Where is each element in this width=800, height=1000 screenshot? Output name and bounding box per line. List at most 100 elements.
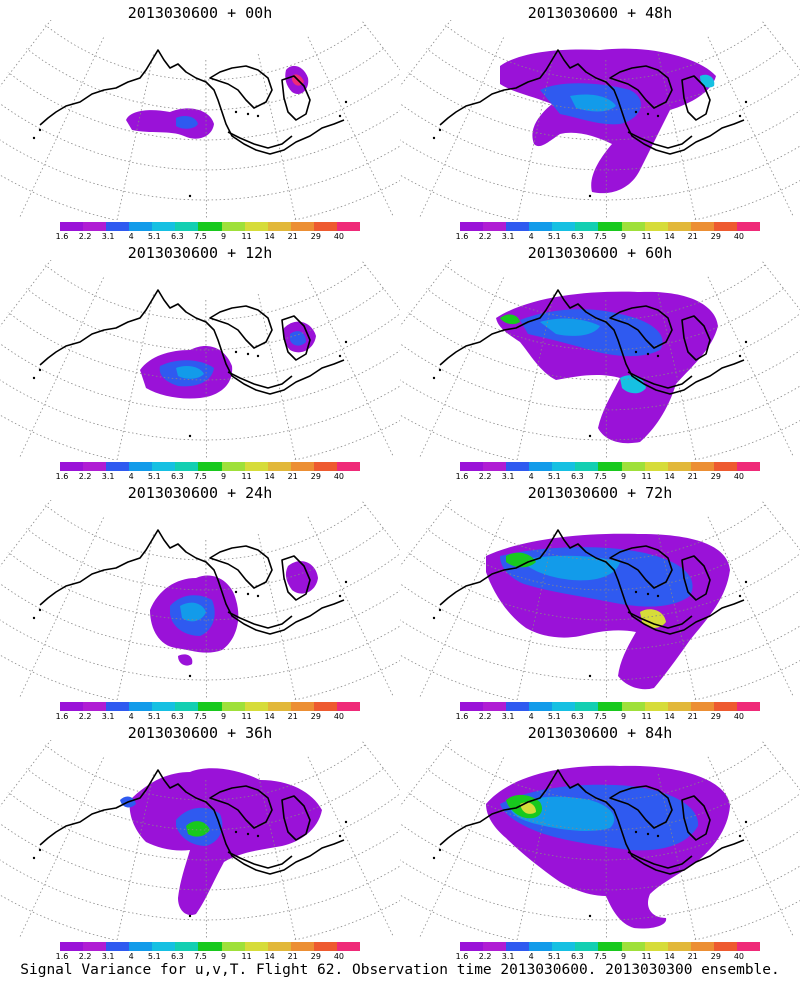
variance-contour bbox=[640, 609, 666, 628]
colorbar-label: 6.3 bbox=[571, 712, 584, 721]
colorbar-label: 3.1 bbox=[501, 232, 515, 241]
colorbar-label: 7.5 bbox=[594, 952, 607, 961]
colorbar-label: 1.6 bbox=[455, 952, 469, 961]
colorbar-label: 2.2 bbox=[478, 472, 492, 481]
colorbar-swatch bbox=[129, 222, 153, 231]
colorbar-swatch bbox=[483, 702, 507, 711]
variance-contour bbox=[506, 552, 536, 568]
colorbar-swatch bbox=[713, 222, 737, 231]
panel-title: 2013030600 + 12h bbox=[127, 244, 273, 262]
colorbar-swatch bbox=[529, 942, 553, 951]
colorbar-label: 21 bbox=[287, 232, 298, 241]
colorbar-label: 11 bbox=[641, 472, 652, 481]
colorbar-label: 9 bbox=[220, 472, 227, 481]
colorbar-label: 21 bbox=[287, 712, 298, 721]
variance-field bbox=[486, 765, 730, 929]
colorbar-swatch bbox=[129, 462, 153, 471]
colorbar-label: 14 bbox=[264, 232, 275, 241]
colorbar-swatch bbox=[690, 942, 714, 951]
colorbar-label: 14 bbox=[264, 712, 275, 721]
colorbar-swatch bbox=[83, 462, 107, 471]
colorbar-swatch bbox=[313, 222, 337, 231]
colorbar-label: 14 bbox=[264, 472, 275, 481]
colorbar-label: 14 bbox=[664, 712, 675, 721]
colorbar-swatch bbox=[644, 942, 668, 951]
colorbar-label: 14 bbox=[664, 952, 675, 961]
colorbar-label: 6.3 bbox=[171, 952, 184, 961]
colorbar-label: 9 bbox=[220, 952, 227, 961]
colorbar-label: 7.5 bbox=[594, 232, 607, 241]
coastline bbox=[32, 49, 348, 198]
colorbar-swatch bbox=[244, 462, 268, 471]
panel-title: 2013030600 + 36h bbox=[127, 724, 273, 742]
colorbar-swatch bbox=[506, 462, 530, 471]
colorbar-label: 6.3 bbox=[571, 472, 584, 481]
colorbar-swatch bbox=[621, 942, 645, 951]
colorbar-label: 21 bbox=[287, 472, 298, 481]
colorbar-swatch bbox=[713, 942, 737, 951]
colorbar-swatch bbox=[644, 222, 668, 231]
colorbar-label: 9 bbox=[620, 232, 627, 241]
colorbar-swatch bbox=[336, 462, 361, 471]
colorbar-label: 5.1 bbox=[547, 952, 561, 961]
colorbar-swatch bbox=[460, 222, 484, 231]
colorbar-label: 9 bbox=[620, 712, 627, 721]
colorbar-swatch bbox=[529, 702, 553, 711]
colorbar-swatch bbox=[336, 222, 361, 231]
colorbar: 1.6 2.2 3.1 4 5.1 6.3 7.5 9 11 14 21 29 40 bbox=[56, 942, 362, 966]
colorbar-swatch bbox=[313, 942, 337, 951]
colorbar-label: 1.6 bbox=[55, 712, 69, 721]
colorbar-label: 1.6 bbox=[455, 472, 469, 481]
variance-contour bbox=[620, 375, 646, 394]
variance-contour bbox=[500, 314, 520, 325]
colorbar-label: 5.1 bbox=[147, 472, 161, 481]
colorbar-swatch bbox=[483, 462, 507, 471]
colorbar-label: 7.5 bbox=[594, 712, 607, 721]
variance-contour bbox=[186, 821, 210, 837]
colorbar-swatch bbox=[336, 942, 361, 951]
colorbar-swatch bbox=[221, 702, 245, 711]
colorbar-swatch bbox=[483, 222, 507, 231]
colorbar-label: 1.6 bbox=[455, 232, 469, 241]
colorbar-label: 5.1 bbox=[547, 232, 561, 241]
forecast-panel: 2013030600 + 48h 1.6 2.2 3.1 4 5.1 6.3 7.5 9 11 14… bbox=[400, 0, 800, 241]
colorbar-label: 6.3 bbox=[171, 712, 184, 721]
colorbar-swatch bbox=[690, 222, 714, 231]
colorbar-swatch bbox=[290, 462, 314, 471]
colorbar-label: 9 bbox=[620, 952, 627, 961]
colorbar-label: 9 bbox=[220, 712, 227, 721]
colorbar-swatch bbox=[667, 462, 691, 471]
colorbar-swatch bbox=[244, 942, 268, 951]
polar-map bbox=[0, 740, 400, 940]
colorbar-swatch bbox=[621, 222, 645, 231]
colorbar-swatch bbox=[336, 702, 361, 711]
colorbar-label: 6.3 bbox=[571, 232, 584, 241]
panel-title: 2013030600 + 48h bbox=[527, 4, 673, 22]
colorbar-label: 2.2 bbox=[78, 472, 92, 481]
colorbar-swatch bbox=[175, 222, 199, 231]
colorbar-label: 11 bbox=[641, 232, 652, 241]
colorbar-swatch bbox=[598, 462, 622, 471]
colorbar-label: 11 bbox=[241, 232, 252, 241]
forecast-panel: 2013030600 + 12h 1.6 2.2 3.1 4 5.1 6.3 7.5 9 11 14… bbox=[0, 240, 400, 481]
colorbar: 1.6 2.2 3.1 4 5.1 6.3 7.5 9 11 14 21 29 40 bbox=[456, 462, 762, 486]
colorbar-swatch bbox=[529, 222, 553, 231]
colorbar-swatch bbox=[667, 942, 691, 951]
colorbar-label: 14 bbox=[664, 232, 675, 241]
variance-field bbox=[500, 48, 716, 194]
colorbar-swatch bbox=[290, 702, 314, 711]
colorbar-swatch bbox=[83, 222, 107, 231]
polar-map bbox=[0, 20, 400, 220]
graticule bbox=[400, 20, 800, 220]
colorbar-label: 4 bbox=[128, 712, 134, 721]
colorbar-label: 4 bbox=[128, 232, 134, 241]
variance-field bbox=[126, 65, 309, 139]
colorbar-swatch bbox=[460, 462, 484, 471]
colorbar-label: 21 bbox=[687, 472, 698, 481]
colorbar-label: 11 bbox=[641, 712, 652, 721]
colorbar-label: 1.6 bbox=[455, 712, 469, 721]
colorbar-swatch bbox=[152, 702, 176, 711]
colorbar-swatch bbox=[552, 462, 576, 471]
colorbar-swatch bbox=[644, 702, 668, 711]
colorbar-label: 3.1 bbox=[101, 472, 115, 481]
